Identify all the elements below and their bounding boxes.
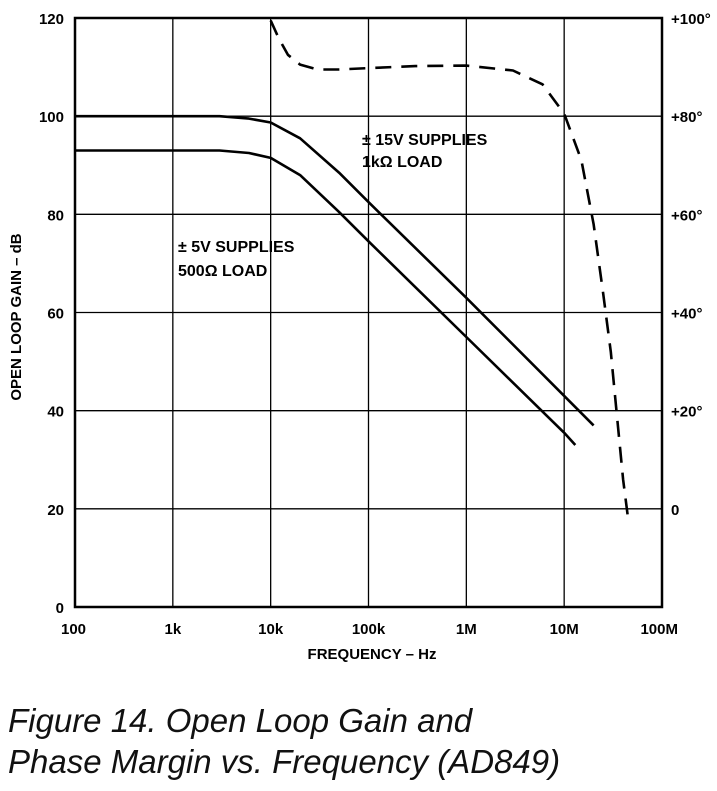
y2-tick-label: +20° bbox=[671, 404, 702, 421]
y2-tick-label: +100° bbox=[671, 11, 711, 28]
y-tick-label: 80 bbox=[47, 207, 64, 224]
y-tick-label: 20 bbox=[47, 502, 64, 519]
y-tick-label: 60 bbox=[47, 306, 64, 323]
x-tick-label: 1k bbox=[164, 621, 181, 638]
caption-line-1: Figure 14. Open Loop Gain and bbox=[8, 702, 473, 739]
annotation-5v-line1: ± 5V SUPPLIES bbox=[178, 239, 295, 256]
caption-line-2: Phase Margin vs. Frequency (AD849) bbox=[8, 743, 561, 780]
x-tick-label: 10k bbox=[258, 621, 284, 638]
open-loop-gain-chart: 100 1k 10k 100k 1M 10M 100M 0 20 40 60 80 100 120 0 +… bbox=[8, 11, 711, 663]
y2-tick-label: +60° bbox=[671, 207, 702, 224]
x-axis-ticks: 100 1k 10k 100k 1M 10M 100M bbox=[61, 621, 678, 638]
plot-frame bbox=[73, 16, 664, 609]
y-axis-ticks: 0 20 40 60 80 100 120 bbox=[39, 11, 64, 617]
y-tick-label: 40 bbox=[47, 404, 64, 421]
gain-line-0 bbox=[75, 114, 595, 427]
y-tick-label: 120 bbox=[39, 11, 64, 28]
x-tick-label: 10M bbox=[550, 621, 579, 638]
y2-tick-label: +80° bbox=[671, 109, 702, 126]
gain-line-1 bbox=[75, 149, 577, 446]
y2-axis-ticks: 0 +20° +40° +60° +80° +100° bbox=[671, 11, 711, 519]
x-tick-label: 1M bbox=[456, 621, 477, 638]
y2-tick-label: 0 bbox=[671, 502, 679, 519]
x-tick-label: 100M bbox=[640, 621, 678, 638]
annotation-15v-line2: 1kΩ LOAD bbox=[362, 154, 442, 171]
y2-tick-label: +40° bbox=[671, 306, 702, 323]
phase-margin-line bbox=[269, 19, 630, 519]
figure-caption: Figure 14. Open Loop Gain and Phase Marg… bbox=[8, 700, 713, 782]
annotation-15v-line1: ± 15V SUPPLIES bbox=[362, 132, 488, 149]
chart-series bbox=[75, 19, 630, 519]
y-tick-label: 100 bbox=[39, 109, 64, 126]
chart-grid bbox=[74, 17, 663, 608]
y-tick-label: 0 bbox=[56, 600, 64, 617]
x-axis-label: FREQUENCY – Hz bbox=[308, 646, 437, 663]
x-tick-label: 100 bbox=[61, 621, 86, 638]
annotation-5v-line2: 500Ω LOAD bbox=[178, 263, 267, 280]
x-tick-label: 100k bbox=[352, 621, 386, 638]
y-axis-label: OPEN LOOP GAIN – dB bbox=[8, 233, 25, 400]
